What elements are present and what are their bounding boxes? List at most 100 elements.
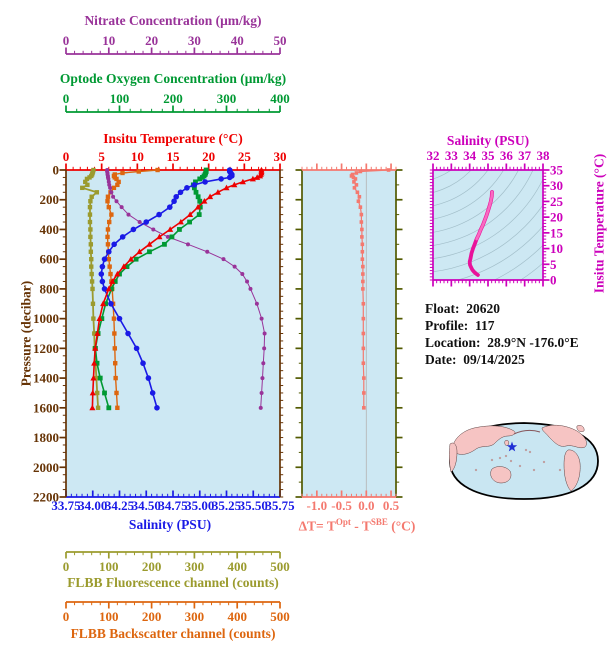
float-info-profile: Profile: 117 xyxy=(425,317,579,334)
delta-t-curve xyxy=(349,168,391,410)
svg-text:38: 38 xyxy=(537,148,551,163)
ts-temperature-axis-title: Insitu Temperature (°C) xyxy=(591,153,607,294)
oxygen-axis-title: Optode Oxygen Concentration (μm/kg) xyxy=(59,71,287,86)
svg-text:0: 0 xyxy=(53,163,60,178)
svg-text:1400: 1400 xyxy=(33,371,59,386)
svg-text:200: 200 xyxy=(142,609,162,624)
svg-text:0: 0 xyxy=(63,149,70,164)
float-info: Float: 20620 Profile: 117 Location: 28.9… xyxy=(425,300,579,368)
svg-text:600: 600 xyxy=(40,252,60,267)
delta-t-axis-title: ΔT= TOpt - TSBE (°C) xyxy=(299,515,416,534)
pressure-axis-title: Pressure (decibar) xyxy=(18,280,34,387)
delta-t-right-axis xyxy=(395,169,403,498)
svg-text:37: 37 xyxy=(518,148,532,163)
temperature-axis-title: Insitu Temperature (°C) xyxy=(103,131,243,146)
svg-text:30: 30 xyxy=(274,149,287,164)
map-landmass xyxy=(490,466,512,484)
map-landmass xyxy=(576,425,585,432)
svg-text:1800: 1800 xyxy=(33,430,59,445)
svg-text:1200: 1200 xyxy=(33,341,59,356)
location-value: 28.9°N -176.0°E xyxy=(487,335,579,350)
svg-text:35: 35 xyxy=(482,148,496,163)
svg-text:32: 32 xyxy=(427,148,440,163)
float-value: 20620 xyxy=(466,301,500,316)
location-label: Location: xyxy=(425,335,481,350)
red-profile-curve xyxy=(89,166,265,411)
float-info-location: Location: 28.9°N -176.0°E xyxy=(425,334,579,351)
svg-text:300: 300 xyxy=(185,559,205,574)
svg-text:35.00: 35.00 xyxy=(185,498,214,513)
svg-text:15: 15 xyxy=(550,225,564,240)
svg-text:36: 36 xyxy=(500,148,514,163)
svg-text:500: 500 xyxy=(270,609,290,624)
svg-text:800: 800 xyxy=(40,281,60,296)
world-map xyxy=(449,422,599,500)
svg-text:400: 400 xyxy=(270,91,290,106)
svg-text:30: 30 xyxy=(188,33,201,48)
salinity-axis-title: Salinity (PSU) xyxy=(128,517,212,532)
svg-text:10: 10 xyxy=(550,241,563,256)
svg-text:34: 34 xyxy=(463,148,477,163)
map-landmass xyxy=(541,424,587,449)
salinity-bottom-axis: 33.7534.0034.2534.5034.7535.0035.2535.50… xyxy=(51,490,295,513)
svg-text:35.75: 35.75 xyxy=(265,498,295,513)
svg-text:1000: 1000 xyxy=(33,311,59,326)
svg-text:200: 200 xyxy=(163,91,183,106)
float-info-date: Date: 09/14/2025 xyxy=(425,351,579,368)
delta-t-bottom-axis: -1.0 -0.5 0.0 0.5 xyxy=(301,490,400,513)
svg-text:33: 33 xyxy=(445,148,459,163)
svg-text:35.50: 35.50 xyxy=(239,498,268,513)
svg-text:200: 200 xyxy=(142,559,162,574)
svg-text:35.25: 35.25 xyxy=(212,498,242,513)
svg-text:34.25: 34.25 xyxy=(105,498,135,513)
svg-text:20: 20 xyxy=(202,149,215,164)
delta-t-title-mid: - T xyxy=(350,518,371,534)
date-value: 09/14/2025 xyxy=(463,352,525,367)
map-landmass xyxy=(563,449,581,492)
svg-text:2000: 2000 xyxy=(33,460,59,475)
svg-text:-0.5: -0.5 xyxy=(331,498,352,513)
olive-profile-curve xyxy=(80,167,101,411)
nitrate-axis-title: Nitrate Concentration (μm/kg) xyxy=(84,13,262,28)
svg-text:35: 35 xyxy=(550,163,564,178)
svg-text:34.00: 34.00 xyxy=(78,498,107,513)
temperature-top-axis: 0 5 10 15 20 25 30 xyxy=(63,149,287,171)
orange-offset-axis: 0 100 200 300 400 500 xyxy=(63,601,290,624)
blue-profile-curve xyxy=(98,167,235,411)
svg-text:34.50: 34.50 xyxy=(132,498,161,513)
purple-offset-axis: 0 10 20 30 40 50 xyxy=(63,33,287,55)
svg-text:33.75: 33.75 xyxy=(51,498,81,513)
pressure-left-axis: 0 200 400 600 800 1000 1200 1400 1600 1800 2000 220… xyxy=(33,163,67,505)
svg-text:30: 30 xyxy=(550,178,563,193)
svg-text:100: 100 xyxy=(110,91,130,106)
ts-bottom-axis xyxy=(432,279,544,287)
svg-text:2200: 2200 xyxy=(33,490,59,505)
ts-left-axis xyxy=(429,169,434,281)
pressure-right-axis xyxy=(279,169,284,498)
svg-text:300: 300 xyxy=(185,609,205,624)
svg-text:400: 400 xyxy=(227,609,247,624)
svg-text:0.5: 0.5 xyxy=(383,498,400,513)
ts-top-axis: 32 33 34 35 36 37 38 xyxy=(427,148,551,171)
svg-text:100: 100 xyxy=(99,609,119,624)
float-label: Float: xyxy=(425,301,460,316)
fluorescence-axis-title: FLBB Fluorescence channel (counts) xyxy=(67,575,279,590)
svg-text:0: 0 xyxy=(63,33,70,48)
svg-text:20: 20 xyxy=(145,33,158,48)
map-landmass xyxy=(449,442,458,473)
svg-text:10: 10 xyxy=(102,33,115,48)
svg-text:0: 0 xyxy=(63,91,70,106)
delta-t-title-sup-sbe: SBE xyxy=(370,517,388,527)
delta-t-title-sup-opt: Opt xyxy=(335,517,351,527)
svg-text:400: 400 xyxy=(227,559,247,574)
delta-t-left-axis xyxy=(295,169,303,498)
svg-text:300: 300 xyxy=(217,91,237,106)
svg-text:0: 0 xyxy=(63,609,70,624)
delta-t-top-axis xyxy=(301,163,397,171)
svg-text:10: 10 xyxy=(131,149,144,164)
svg-text:25: 25 xyxy=(550,194,564,209)
